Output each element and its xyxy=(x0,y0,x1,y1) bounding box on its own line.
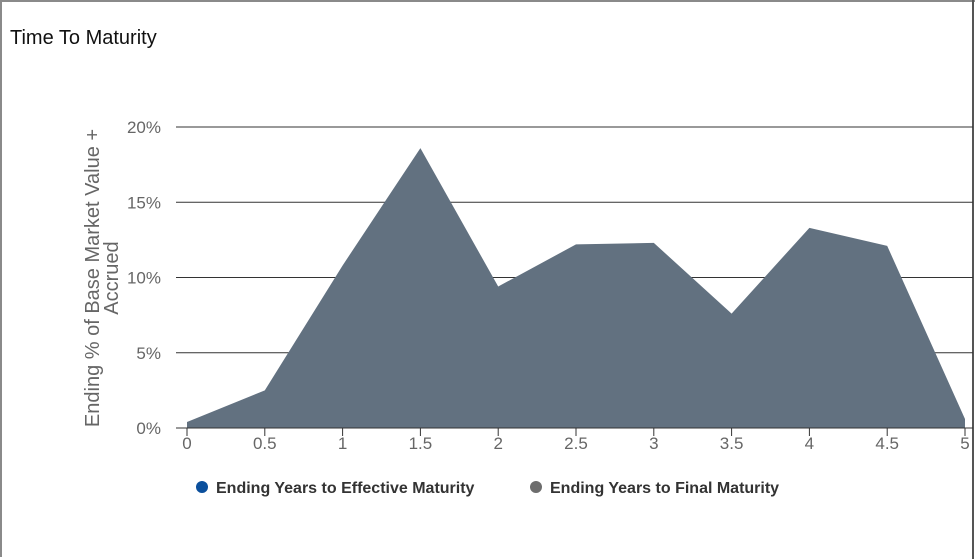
x-tick-label: 0.5 xyxy=(253,434,277,453)
x-tick-label: 1 xyxy=(338,434,347,453)
legend: Ending Years to Effective Maturity Ending… xyxy=(196,480,779,497)
y-tick-label: 0% xyxy=(136,419,161,438)
y-tick-label: 10% xyxy=(127,269,161,288)
y-tick-label: 15% xyxy=(127,193,161,212)
x-tick-label: 1.5 xyxy=(409,434,433,453)
x-axis xyxy=(176,427,973,436)
x-tick-label: 4 xyxy=(805,434,814,453)
y-tick-label: 5% xyxy=(136,344,161,363)
chart-frame-right-edge xyxy=(972,0,974,559)
legend-item[interactable]: Ending Years to Effective Maturity xyxy=(196,480,475,497)
legend-label: Ending Years to Final Maturity xyxy=(550,480,779,497)
legend-marker xyxy=(530,481,542,493)
y-axis-label-line: Ending % of Base Market Value + xyxy=(82,129,104,427)
x-tick-labels: 0 0.5 1 1.5 2 2.5 3 3.5 4 4.5 5 xyxy=(182,434,969,453)
x-tick-label: 0 xyxy=(182,434,191,453)
series-area-1[interactable] xyxy=(187,148,965,428)
series-areas xyxy=(187,148,965,428)
x-tick-label: 3 xyxy=(649,434,658,453)
y-tick-label: 20% xyxy=(127,118,161,137)
y-tick-labels: 0% 5% 10% 15% 20% xyxy=(127,118,161,438)
x-tick-label: 3.5 xyxy=(720,434,744,453)
y-axis-label: Ending % of Base Market Value +Accrued xyxy=(82,129,123,427)
chart-title: Time To Maturity xyxy=(10,27,157,49)
legend-marker xyxy=(196,481,208,493)
legend-item[interactable]: Ending Years to Final Maturity xyxy=(530,480,779,497)
x-tick-label: 4.5 xyxy=(875,434,899,453)
x-tick-label: 5 xyxy=(960,434,969,453)
x-tick-label: 2 xyxy=(493,434,502,453)
legend-label: Ending Years to Effective Maturity xyxy=(216,480,475,497)
y-axis-label-line: Accrued xyxy=(101,241,123,314)
x-tick-label: 2.5 xyxy=(564,434,588,453)
